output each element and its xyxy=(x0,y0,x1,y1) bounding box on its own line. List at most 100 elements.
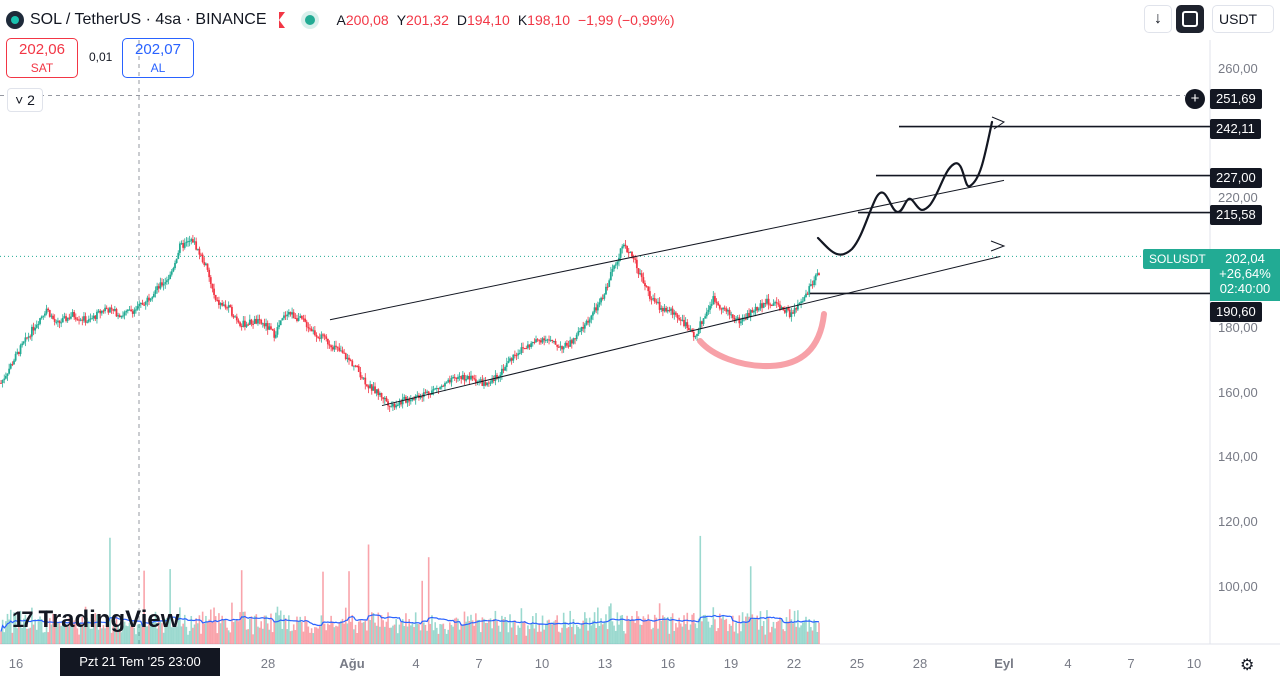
candle-body xyxy=(274,334,277,338)
candle-body xyxy=(785,308,788,313)
volume-bar xyxy=(759,611,762,644)
volume-bar xyxy=(779,617,781,644)
candle-body xyxy=(300,315,303,319)
candle-body xyxy=(458,376,461,378)
volume-bar xyxy=(305,621,308,644)
flag-icon[interactable] xyxy=(278,12,285,28)
sell-button[interactable]: 202,06 SAT xyxy=(6,38,78,78)
candle-body xyxy=(367,385,370,389)
indicators-collapse-button[interactable]: ˅ 2 xyxy=(7,88,43,112)
volume-bar xyxy=(639,624,641,644)
candle-body xyxy=(149,298,152,301)
volume-bar xyxy=(356,633,358,644)
volume-bar xyxy=(344,607,347,644)
candle-body xyxy=(548,339,550,341)
volume-bar xyxy=(811,630,814,644)
volume-bar xyxy=(614,630,617,644)
candle-body xyxy=(470,375,472,380)
volume-bar xyxy=(133,627,136,644)
volume-bar xyxy=(423,622,425,644)
candle-body xyxy=(616,261,619,265)
volume-bar xyxy=(213,607,215,644)
volume-bar xyxy=(720,618,723,644)
candle-body xyxy=(341,350,344,353)
volume-bar xyxy=(294,630,297,644)
volume-bar xyxy=(613,625,615,644)
volume-bar xyxy=(707,621,710,644)
candle-body xyxy=(14,353,17,361)
candle-body xyxy=(735,318,737,320)
candle-body xyxy=(252,323,254,325)
channel-lower-line xyxy=(381,256,1001,407)
candle-body xyxy=(97,310,100,312)
volume-bar xyxy=(566,628,568,644)
volume-bar xyxy=(317,628,319,644)
candle-body xyxy=(104,307,106,312)
candle-body xyxy=(372,386,375,391)
candle-body xyxy=(465,379,468,381)
volume-bar xyxy=(157,621,160,644)
candle-body xyxy=(151,297,154,299)
volume-bar xyxy=(715,631,718,644)
candle-body xyxy=(270,326,272,330)
candle-body xyxy=(788,309,791,318)
candle-body xyxy=(413,398,415,400)
symbol-title[interactable]: SOL / TetherUS · 4sa · BINANCE xyxy=(30,11,267,28)
volume-bar xyxy=(702,615,705,644)
volume-bar xyxy=(320,615,323,644)
volume-bar xyxy=(9,609,12,644)
candle-body xyxy=(191,239,194,243)
volume-bar xyxy=(546,620,549,644)
volume-bar xyxy=(562,612,565,644)
candle-body xyxy=(704,316,707,319)
candle-body xyxy=(463,374,466,381)
volume-bar xyxy=(205,615,207,644)
buy-button[interactable]: 202,07 AL xyxy=(122,38,194,78)
volume-bar xyxy=(458,629,461,644)
volume-bar xyxy=(805,616,807,644)
volume-bar xyxy=(653,614,656,644)
add-alert-icon[interactable]: + xyxy=(1185,89,1205,109)
candle-body xyxy=(42,315,45,317)
volume-bar xyxy=(104,628,106,644)
volume-bar xyxy=(37,619,40,644)
currency-select[interactable]: USDT xyxy=(1212,5,1274,33)
candle-body xyxy=(798,302,801,305)
volume-bar xyxy=(427,557,430,644)
candle-body xyxy=(354,365,357,367)
volume-bar xyxy=(670,616,672,644)
candle-body xyxy=(770,305,773,307)
price-tag-215: 215,58 xyxy=(1210,205,1262,225)
volume-bar xyxy=(408,619,410,644)
volume-bar xyxy=(29,627,32,644)
volume-bar xyxy=(771,626,773,644)
candle-body xyxy=(626,246,629,253)
volume-bar xyxy=(424,624,427,644)
volume-bar xyxy=(249,618,251,644)
candle-body xyxy=(416,395,419,397)
volume-bar xyxy=(745,616,747,644)
volume-bar xyxy=(512,621,515,644)
settings-gear-icon[interactable]: ⚙ xyxy=(1240,657,1255,674)
x-tick-label: Ağu xyxy=(339,656,365,671)
candle-body xyxy=(339,350,342,352)
candle-body xyxy=(442,385,445,387)
volume-bar xyxy=(330,615,332,644)
candle-body xyxy=(91,318,93,320)
volume-bar xyxy=(271,632,274,644)
candle-body xyxy=(231,307,233,316)
volume-bar xyxy=(78,634,80,644)
candle-body xyxy=(318,337,321,339)
volume-bar xyxy=(580,623,583,644)
candle-body xyxy=(426,391,428,393)
candle-body xyxy=(530,343,533,348)
volume-bar xyxy=(818,622,820,644)
candle-body xyxy=(3,378,6,380)
volume-bar xyxy=(491,628,493,644)
volume-bar xyxy=(688,629,690,644)
download-button[interactable]: ↓ xyxy=(1144,5,1172,33)
volume-bar xyxy=(478,619,480,644)
candle-body xyxy=(322,334,324,336)
fullscreen-button[interactable] xyxy=(1176,5,1204,33)
